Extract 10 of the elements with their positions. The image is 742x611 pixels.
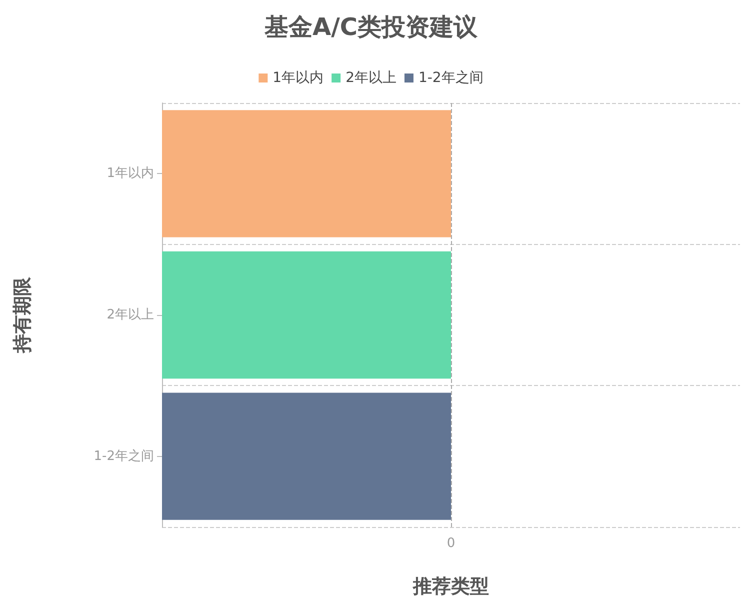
y-tick-label: 1-2年之间 — [94, 448, 154, 464]
ref-line-label: 0 — [446, 536, 456, 551]
y-axis-title: 持有期限 — [12, 276, 34, 354]
chart-title: 基金A/C类投资建议 — [264, 13, 478, 41]
y-tick-label: 2年以上 — [106, 308, 154, 322]
y-tick-label: 1年以内 — [106, 166, 154, 182]
legend-label: 1-2年之间 — [418, 70, 484, 86]
legend-label: 1年以内 — [272, 70, 324, 86]
x-axis-title: 推荐类型 — [412, 576, 489, 598]
legend-label: 2年以上 — [346, 70, 396, 86]
